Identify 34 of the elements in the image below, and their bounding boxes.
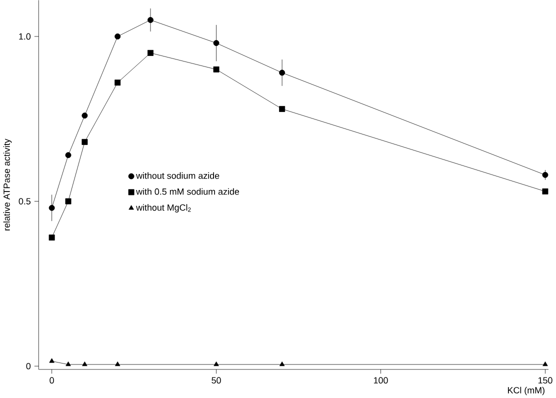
point: [114, 79, 121, 86]
point: [48, 204, 55, 211]
point: [542, 361, 548, 366]
point: [65, 198, 72, 204]
x-tick-label: 100: [374, 376, 388, 384]
point: [65, 152, 72, 158]
legend-label: without sodium azide: [136, 172, 220, 179]
x-tick-label: 50: [212, 376, 221, 384]
y-tick-label: 0: [26, 362, 31, 370]
point: [82, 138, 88, 145]
y-tick-label: 1.0: [19, 33, 31, 40]
point: [82, 112, 88, 118]
point: [82, 361, 88, 366]
point: [279, 70, 286, 76]
x-tick-label: 0: [50, 376, 54, 384]
point: [214, 361, 219, 366]
point: [279, 106, 286, 112]
point: [114, 33, 121, 40]
legend-label: with 0.5 mM sodium azide: [136, 188, 240, 195]
point: [66, 361, 71, 366]
point: [213, 40, 220, 46]
point: [279, 361, 285, 366]
point: [48, 234, 55, 240]
legend-label: without MgCl$_{2}$: [136, 204, 191, 212]
point: [114, 361, 120, 366]
y-axis-title: relative ATPase activity: [3, 138, 12, 230]
point: [49, 358, 54, 363]
point: [148, 16, 154, 23]
x-tick-label: 150: [538, 376, 552, 384]
point: [148, 50, 154, 56]
point: [213, 66, 220, 72]
x-axis-title: KCl (mM): [508, 386, 544, 395]
point: [542, 188, 548, 194]
y-tick-label: 0.5: [18, 198, 31, 204]
